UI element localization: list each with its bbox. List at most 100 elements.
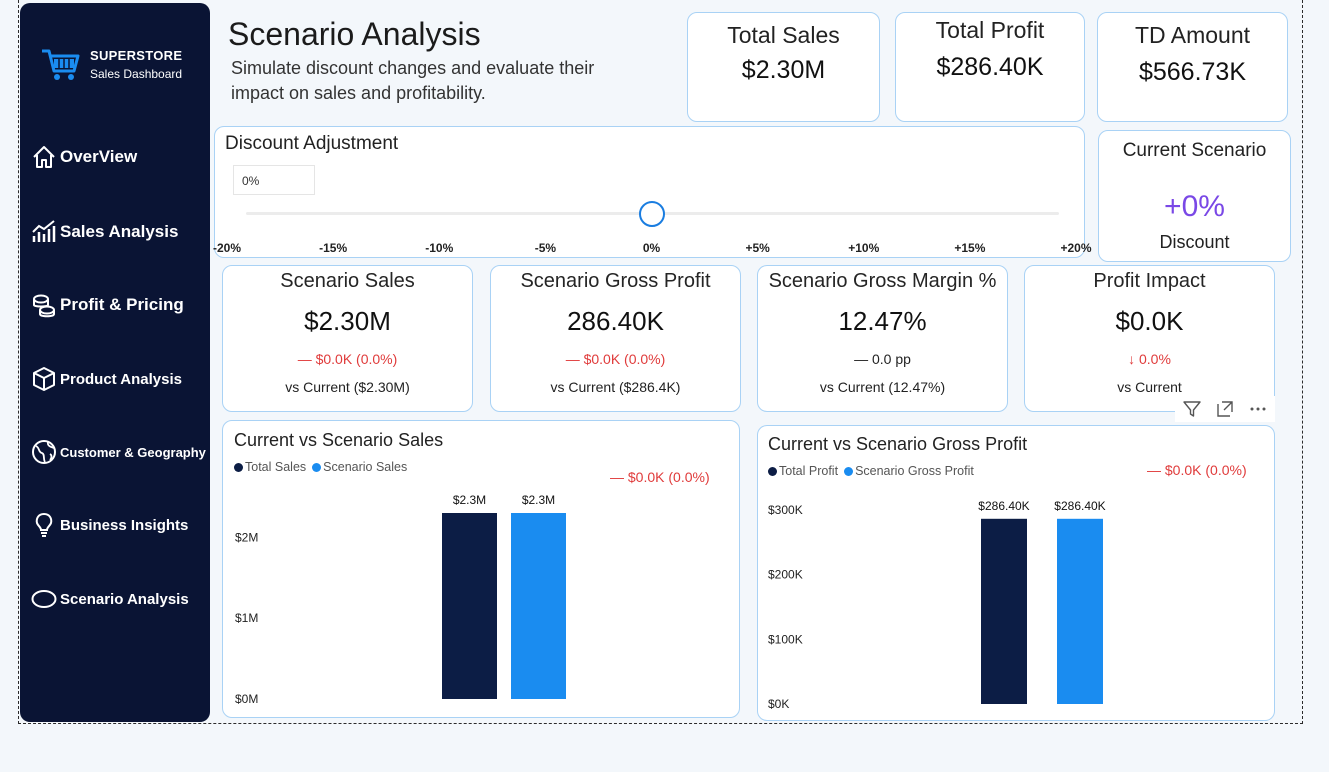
card-value: 12.47% bbox=[838, 306, 927, 336]
globe-icon bbox=[32, 440, 56, 464]
chart-title: Current vs Scenario Gross Profit bbox=[768, 434, 1028, 454]
kpi-title: Total Sales bbox=[727, 22, 840, 48]
scenario-gross-margin-card: Scenario Gross Margin % 12.47% — 0.0 pp … bbox=[757, 265, 1008, 412]
page-subtitle: Simulate discount changes and evaluate t… bbox=[231, 58, 595, 103]
card-vs-current: vs Current ($286.4K) bbox=[550, 379, 681, 395]
legend-label: Scenario Gross Profit bbox=[855, 464, 974, 478]
sidebar-item-overview[interactable]: OverView bbox=[30, 143, 137, 171]
slider-tick-label: +5% bbox=[745, 241, 770, 255]
y-tick-label: $100K bbox=[768, 632, 803, 646]
cart-icon bbox=[42, 49, 80, 80]
sidebar-item-customer-geography[interactable]: Customer & Geography bbox=[30, 438, 206, 466]
box-icon bbox=[33, 367, 55, 391]
sidebar-item-profit-pricing[interactable]: Profit & Pricing bbox=[30, 291, 184, 319]
y-tick-label: $1M bbox=[235, 611, 258, 625]
focus-mode-icon[interactable] bbox=[1214, 398, 1236, 420]
home-icon bbox=[33, 146, 55, 168]
brand-logo: SUPERSTORE Sales Dashboard bbox=[40, 43, 182, 85]
sidebar-item-sales-analysis[interactable]: Sales Analysis bbox=[30, 218, 178, 246]
legend-item[interactable]: Total Profit bbox=[768, 464, 838, 478]
ellipse-icon bbox=[31, 590, 57, 608]
kpi-value: $286.40K bbox=[936, 53, 1044, 81]
chart-legend: Total Sales Scenario Sales bbox=[234, 460, 413, 474]
card-title: Profit Impact bbox=[1093, 270, 1206, 292]
sidebar-item-label: Profit & Pricing bbox=[60, 295, 184, 314]
slider-tick-label: -20% bbox=[212, 241, 241, 255]
card-delta: — $0.0K (0.0%) bbox=[565, 351, 666, 367]
chart-title: Current vs Scenario Sales bbox=[234, 430, 444, 450]
legend-label: Scenario Sales bbox=[323, 460, 408, 474]
kpi-value: $566.73K bbox=[1138, 58, 1247, 86]
legend-item[interactable]: Total Sales bbox=[234, 460, 306, 474]
current-scenario-card: Current Scenario +0% Discount bbox=[1098, 130, 1291, 262]
lightbulb-icon bbox=[35, 512, 53, 537]
card-title: Scenario Gross Profit bbox=[520, 270, 711, 292]
card-delta: — $0.0K (0.0%) bbox=[297, 351, 398, 367]
sidebar-item-label: Product Analysis bbox=[60, 370, 182, 388]
more-options-icon[interactable] bbox=[1247, 398, 1269, 420]
y-tick-label: $0K bbox=[768, 697, 789, 711]
slider-tick-label: +15% bbox=[954, 241, 986, 255]
discount-value-input[interactable]: 0% bbox=[233, 165, 315, 195]
sidebar-item-scenario-analysis[interactable]: Scenario Analysis bbox=[30, 585, 189, 613]
bar-total-sales[interactable] bbox=[442, 513, 497, 699]
bar-scenario-sales[interactable] bbox=[511, 513, 566, 699]
gross-profit-chart-card: Current vs Scenario Gross Profit Total P… bbox=[757, 425, 1275, 721]
coins-icon bbox=[33, 294, 55, 318]
y-tick-label: $200K bbox=[768, 568, 803, 582]
discount-slider-handle[interactable] bbox=[638, 201, 665, 227]
card-vs-current: vs Current ($2.30M) bbox=[285, 379, 410, 395]
discount-adjustment-card: Discount Adjustment 0% -20% -15% -10% -5% 0%… bbox=[213, 126, 1092, 258]
chart-delta: — $0.0K (0.0%) bbox=[610, 469, 710, 485]
chart-legend: Total Profit Scenario Gross Profit bbox=[768, 464, 980, 478]
sidebar-item-label: Business Insights bbox=[60, 516, 189, 534]
sidebar-item-label: Sales Analysis bbox=[60, 222, 179, 241]
kpi-card-total-sales: Total Sales $2.30M bbox=[687, 12, 880, 122]
sidebar-item-label: OverView bbox=[60, 147, 138, 166]
bar-scenario-gross-profit[interactable] bbox=[1057, 518, 1103, 704]
gross-profit-bar-chart: $0K $100K $200K $300K $286.40K $286.40K bbox=[768, 499, 1106, 711]
kpi-title: TD Amount bbox=[1134, 22, 1251, 48]
card-vs-current: vs Current (12.47%) bbox=[819, 379, 946, 395]
current-scenario-title: Current Scenario bbox=[1122, 140, 1267, 161]
discount-adjustment-title: Discount Adjustment bbox=[225, 133, 399, 154]
card-delta: ↓ 0.0% bbox=[1128, 351, 1171, 367]
card-value: $2.30M bbox=[304, 306, 391, 336]
sidebar-item-product-analysis[interactable]: Product Analysis bbox=[30, 365, 182, 393]
slider-tick-label: 0% bbox=[642, 241, 661, 255]
data-label: $286.40K bbox=[978, 499, 1029, 513]
data-label: $286.40K bbox=[1054, 499, 1105, 513]
page-title: Scenario Analysis bbox=[228, 16, 481, 52]
visual-header bbox=[1175, 396, 1275, 422]
current-scenario-label: Discount bbox=[1159, 232, 1230, 252]
current-scenario-value: +0% bbox=[1164, 190, 1225, 223]
card-title: Scenario Gross Margin % bbox=[768, 270, 997, 292]
card-delta: — 0.0 pp bbox=[854, 351, 911, 367]
y-tick-label: $0M bbox=[235, 692, 258, 706]
bar-total-profit[interactable] bbox=[981, 518, 1027, 704]
card-title: Scenario Sales bbox=[280, 270, 415, 292]
kpi-title: Total Profit bbox=[935, 17, 1045, 43]
legend-item[interactable]: Scenario Gross Profit bbox=[844, 464, 974, 478]
filter-icon[interactable] bbox=[1181, 398, 1203, 420]
card-value: 286.40K bbox=[567, 306, 664, 336]
legend-item[interactable]: Scenario Sales bbox=[312, 460, 407, 474]
brand-subtitle: Sales Dashboard bbox=[90, 66, 183, 81]
y-tick-label: $2M bbox=[235, 530, 258, 544]
card-vs-current: vs Current bbox=[1117, 379, 1182, 395]
legend-label: Total Sales bbox=[245, 460, 307, 474]
kpi-value: $2.30M bbox=[741, 56, 826, 84]
profit-impact-card: Profit Impact $0.0K ↓ 0.0% vs Current bbox=[1024, 265, 1275, 412]
sidebar-item-business-insights[interactable]: Business Insights bbox=[30, 511, 188, 539]
sidebar-item-label: Scenario Analysis bbox=[60, 590, 189, 608]
scenario-sales-card: Scenario Sales $2.30M — $0.0K (0.0%) vs … bbox=[222, 265, 473, 412]
card-value: $0.0K bbox=[1115, 306, 1184, 336]
kpi-card-total-profit: Total Profit $286.40K bbox=[895, 12, 1085, 122]
sales-chart-card: Current vs Scenario Sales Total Sales Sc… bbox=[222, 420, 740, 718]
slider-tick-label: +10% bbox=[848, 241, 880, 255]
legend-label: Total Profit bbox=[779, 464, 839, 478]
y-tick-label: $300K bbox=[768, 503, 803, 517]
sales-bar-chart: $0M $1M $2M $2.3M $2.3M bbox=[235, 493, 566, 706]
kpi-card-td-amount: TD Amount $566.73K bbox=[1097, 12, 1288, 122]
chart-delta: — $0.0K (0.0%) bbox=[1147, 462, 1247, 478]
